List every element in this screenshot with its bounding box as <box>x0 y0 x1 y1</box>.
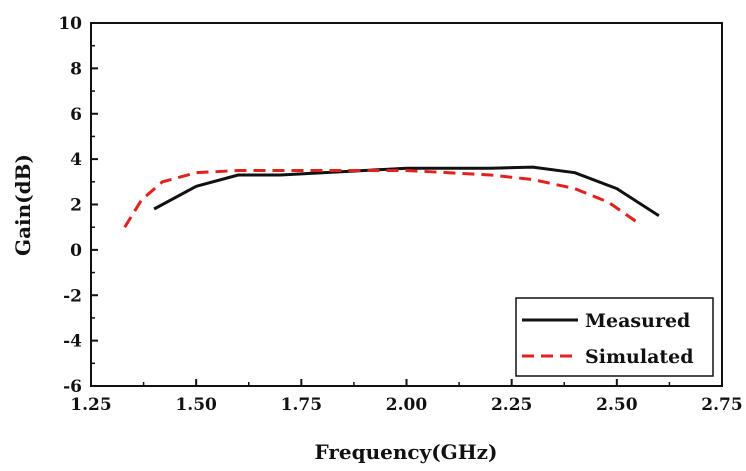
y-tick-label: 4 <box>70 150 82 170</box>
x-tick-label: 2.00 <box>386 395 428 415</box>
legend-simulated-label: Simulated <box>585 346 694 368</box>
y-tick-label: 10 <box>58 14 82 34</box>
y-tick-label: 0 <box>70 241 82 261</box>
x-tick-label: 2.25 <box>491 395 532 415</box>
x-tick-label: 1.25 <box>70 395 111 415</box>
y-axis-title: Gain(dB) <box>11 154 35 256</box>
y-tick-label: 8 <box>70 59 82 79</box>
y-tick-label: -4 <box>63 332 82 352</box>
y-tick-label: -2 <box>63 286 82 306</box>
x-tick-label: 1.75 <box>281 395 322 415</box>
y-tick-label: 6 <box>70 105 82 125</box>
series-line-measured <box>153 165 660 218</box>
x-tick-label: 2.50 <box>596 395 638 415</box>
x-axis-title: Frequency(GHz) <box>315 440 498 464</box>
x-tick-label: 1.50 <box>175 395 217 415</box>
y-tick-label: -6 <box>63 377 82 397</box>
series-layer <box>123 165 660 228</box>
x-tick-label: 2.75 <box>701 395 742 415</box>
legend-measured-label: Measured <box>585 310 690 332</box>
plot-frame <box>90 22 723 387</box>
y-tick-label: 2 <box>70 196 82 216</box>
series-line-simulated <box>123 169 639 228</box>
legend-box <box>515 297 714 377</box>
legend: Measured Simulated <box>515 297 714 377</box>
